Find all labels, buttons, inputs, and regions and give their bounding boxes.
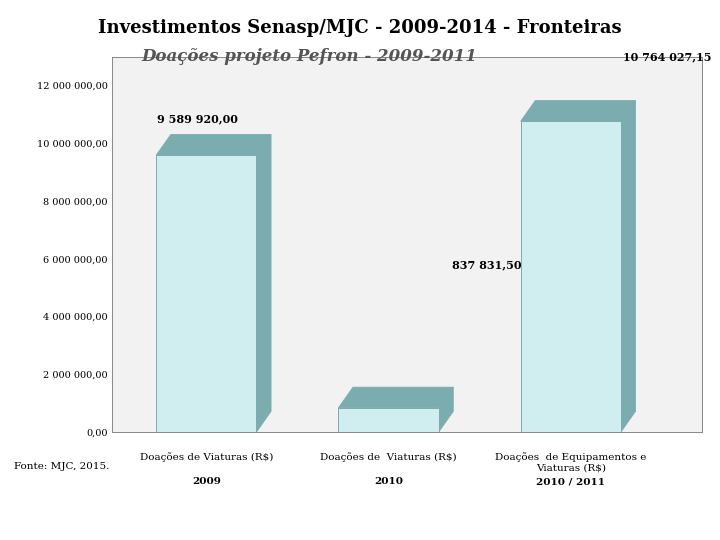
Text: 10 764 027,15: 10 764 027,15 [623, 51, 711, 62]
Polygon shape [256, 134, 271, 432]
Text: 9 589 920,00: 9 589 920,00 [157, 113, 238, 124]
Polygon shape [521, 100, 636, 122]
Polygon shape [621, 100, 636, 432]
Text: Doações projeto Pefron - 2009-2011: Doações projeto Pefron - 2009-2011 [142, 48, 477, 65]
FancyBboxPatch shape [338, 408, 438, 432]
Polygon shape [438, 387, 454, 432]
Polygon shape [338, 387, 454, 408]
Text: Doações de Viaturas (R$): Doações de Viaturas (R$) [140, 453, 273, 462]
FancyBboxPatch shape [521, 122, 621, 432]
Text: 837 831,50: 837 831,50 [452, 259, 522, 270]
Text: Investimentos Senasp/MJC - 2009-2014 - Fronteiras: Investimentos Senasp/MJC - 2009-2014 - F… [98, 19, 622, 37]
Text: 2009: 2009 [192, 477, 221, 486]
Text: 2010: 2010 [374, 477, 403, 486]
Text: Fonte: MJC, 2015.: Fonte: MJC, 2015. [14, 462, 109, 471]
FancyBboxPatch shape [156, 155, 256, 432]
Text: Doações de  Viaturas (R$): Doações de Viaturas (R$) [320, 453, 457, 462]
Text: Doações  de Equipamentos e
Viaturas (R$): Doações de Equipamentos e Viaturas (R$) [495, 453, 647, 473]
Polygon shape [156, 134, 271, 155]
Text: 2010 / 2011: 2010 / 2011 [536, 477, 606, 486]
